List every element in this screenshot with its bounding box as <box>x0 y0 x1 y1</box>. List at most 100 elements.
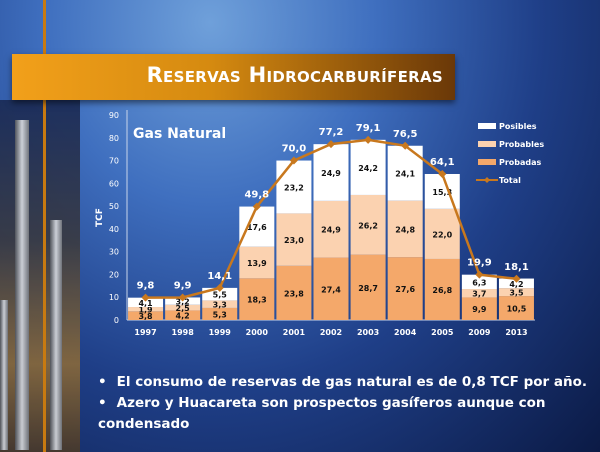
total-point <box>289 156 298 165</box>
data-label: 28,7 <box>358 284 378 293</box>
bar-probables <box>128 307 164 312</box>
data-label: 5,3 <box>213 310 227 319</box>
slide-title: Reservas Hidrocarburíferas <box>146 63 443 87</box>
data-label: 26,2 <box>358 221 378 230</box>
x-tick-label: 2005 <box>431 328 454 337</box>
data-label: 13,9 <box>247 259 267 268</box>
bar-probadas <box>165 310 201 320</box>
y-tick-label: 40 <box>109 225 119 234</box>
bar-probables <box>276 213 312 266</box>
data-label: 3,3 <box>213 301 227 310</box>
bar-probables <box>165 304 201 311</box>
bar-posibles <box>461 274 497 290</box>
total-label: 19,9 <box>467 258 492 269</box>
data-label: 5,5 <box>213 291 228 300</box>
data-label: 3,8 <box>138 312 153 321</box>
legend-marker-total <box>484 177 490 183</box>
bar-probadas <box>313 257 349 320</box>
data-label: 22,0 <box>432 230 452 239</box>
total-label: 77,2 <box>319 127 344 138</box>
total-point <box>252 202 261 211</box>
data-label: 23,8 <box>284 289 304 298</box>
total-point <box>475 270 484 279</box>
total-point <box>215 283 224 292</box>
bar-probables <box>387 200 423 258</box>
bar-posibles <box>128 297 164 308</box>
bar-posibles <box>350 139 386 195</box>
x-tick-label: 1998 <box>172 328 195 337</box>
legend-label: Posibles <box>499 122 537 131</box>
total-label: 18,1 <box>504 262 529 273</box>
total-point <box>141 293 150 302</box>
data-label: 24,2 <box>358 164 378 173</box>
accent-line <box>43 0 46 452</box>
bullet-list: El consumo de reservas de gas natural es… <box>98 372 600 435</box>
total-point <box>327 140 335 149</box>
data-label: 27,6 <box>395 285 415 294</box>
bar-probadas <box>461 297 497 320</box>
data-label: 23,2 <box>284 183 304 192</box>
bar-probadas <box>276 265 312 320</box>
bar-probadas <box>239 278 275 320</box>
bar-posibles <box>498 278 534 289</box>
y-tick-label: 70 <box>109 157 119 166</box>
bar-probadas <box>498 296 534 320</box>
total-label: 64,1 <box>430 157 455 168</box>
bar-probables <box>202 300 238 308</box>
total-point <box>438 169 447 178</box>
bullet-item: Azero y Huacareta son prospectos gasífer… <box>98 393 600 435</box>
data-label: 27,4 <box>321 285 341 294</box>
total-label: 14,1 <box>207 271 232 282</box>
data-label: 18,3 <box>247 296 267 305</box>
legend-swatch-posibles <box>478 123 496 129</box>
bar-probadas <box>387 257 423 320</box>
legend-label: Probadas <box>499 158 542 167</box>
total-point <box>512 274 521 283</box>
total-label: 79,1 <box>356 123 381 134</box>
total-label: 70,0 <box>282 144 307 155</box>
y-tick-label: 30 <box>109 248 119 257</box>
bar-probadas <box>202 307 238 320</box>
bar-probables <box>239 246 275 279</box>
bullet-item: El consumo de reservas de gas natural es… <box>98 372 600 393</box>
bar-probables <box>424 208 460 259</box>
total-point <box>178 293 187 302</box>
legend-swatch-probadas <box>478 159 496 165</box>
legend-label: Probables <box>499 140 544 149</box>
bar-posibles <box>239 206 275 247</box>
data-label: 24,9 <box>321 169 341 178</box>
x-tick-label: 1999 <box>209 328 232 337</box>
data-label: 9,9 <box>472 305 487 314</box>
x-tick-label: 1997 <box>134 328 156 337</box>
data-label: 24,8 <box>395 225 415 234</box>
y-tick-label: 10 <box>109 293 119 302</box>
x-tick-label: 2000 <box>246 328 269 337</box>
bar-probables <box>461 289 497 298</box>
data-label: 24,1 <box>395 170 415 179</box>
data-label: 17,6 <box>247 223 267 232</box>
bar-probables <box>350 194 386 255</box>
data-label: 23,0 <box>284 236 304 245</box>
data-label: 4,2 <box>176 312 190 321</box>
total-point <box>401 141 410 150</box>
data-label: 24,9 <box>321 226 341 235</box>
bar-posibles <box>276 160 312 214</box>
total-label: 49,8 <box>244 190 269 201</box>
y-tick-label: 80 <box>109 134 119 143</box>
bar-probadas <box>350 254 386 320</box>
total-label: 76,5 <box>393 129 418 140</box>
data-label: 3,2 <box>176 298 190 307</box>
data-label: 26,8 <box>432 286 452 295</box>
y-tick-label: 90 <box>109 111 119 120</box>
bar-probables <box>498 288 534 297</box>
data-label: 15,3 <box>432 188 452 197</box>
data-label: 4,1 <box>138 299 153 308</box>
refinery-image <box>0 100 80 452</box>
data-label: 4,2 <box>509 280 523 289</box>
y-tick-label: 60 <box>109 179 119 188</box>
total-label: 9,8 <box>137 281 155 292</box>
x-tick-label: 2003 <box>357 328 379 337</box>
y-tick-label: 50 <box>109 202 119 211</box>
